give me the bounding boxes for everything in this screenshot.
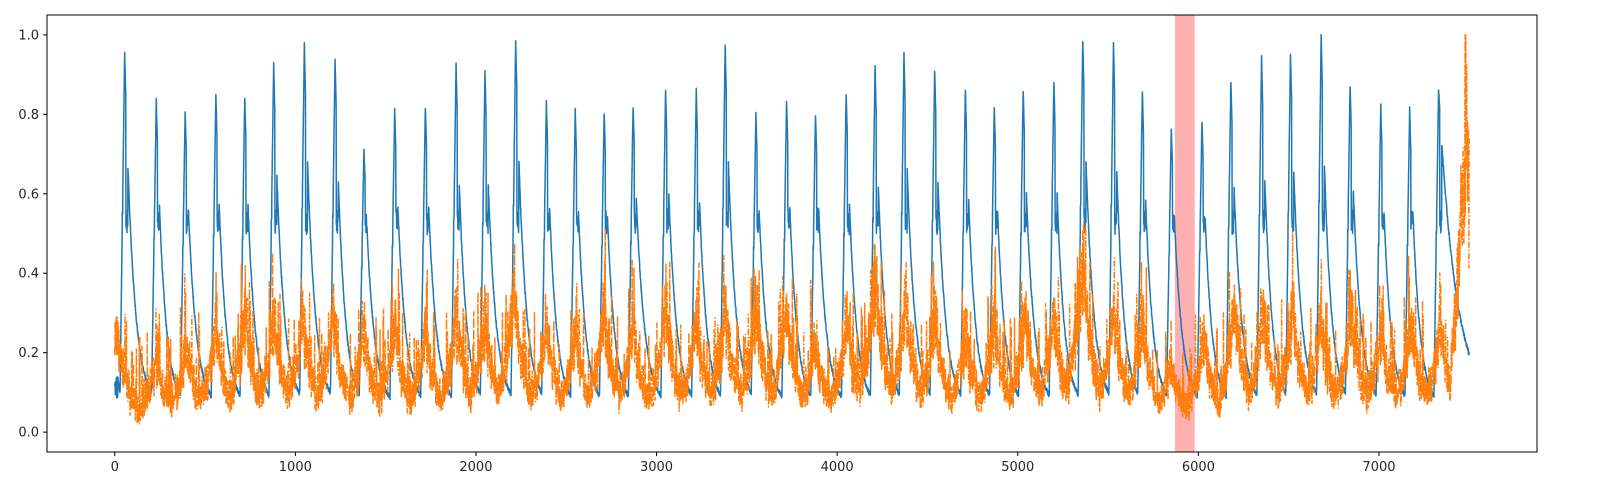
- plot-frame: [46, 14, 1538, 453]
- y-tick-label: 1.0: [18, 28, 39, 43]
- x-tick-label: 0: [111, 460, 119, 475]
- x-tick-label: 5000: [1001, 460, 1034, 475]
- x-tick-label: 7000: [1362, 460, 1395, 475]
- y-tick-label: 0.4: [18, 267, 39, 282]
- highlight-layer: [1174, 15, 1195, 452]
- x-tick-label: 2000: [459, 460, 492, 475]
- x-tick-label: 1000: [279, 460, 312, 475]
- y-tick-label: 0.0: [18, 426, 39, 441]
- series-layer: [113, 33, 1470, 425]
- highlight-band: [1174, 15, 1195, 452]
- y-tick-label: 0.2: [18, 346, 39, 361]
- axes-layer: 0 1000 2000 3000 4000 5000 6000 7000 0.0 0.2 0.4 0.…: [18, 28, 1395, 475]
- y-tick-label: 0.8: [18, 108, 39, 123]
- x-tick-label: 4000: [821, 460, 854, 475]
- x-tick-label: 3000: [640, 460, 673, 475]
- x-tick-label: 6000: [1182, 460, 1215, 475]
- series-line-orange: [113, 34, 1470, 425]
- y-tick-label: 0.6: [18, 187, 39, 202]
